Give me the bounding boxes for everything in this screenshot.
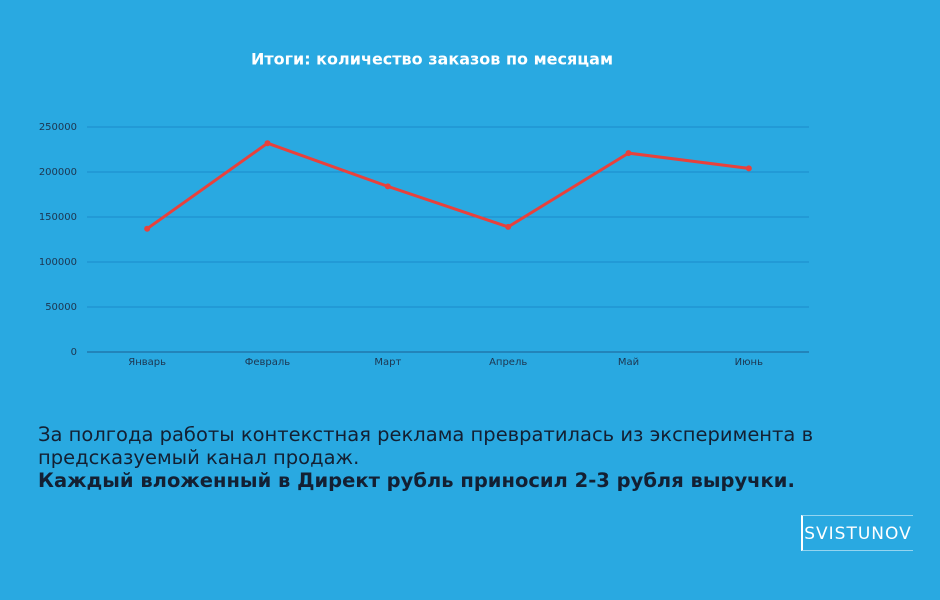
x-tick-label: Январь — [128, 357, 166, 368]
point — [625, 150, 632, 157]
y-tick-label: 150000 — [39, 212, 77, 223]
x-tick-label: Май — [618, 357, 639, 368]
x-tick-label: Февраль — [245, 357, 291, 368]
y-tick-label: 0 — [71, 347, 77, 358]
x-tick-label: Апрель — [489, 357, 527, 368]
chart-title: Итоги: количество заказов по месяцам — [251, 50, 613, 69]
emphasis: Каждый вложенный в Директ рубль приносил… — [38, 469, 795, 492]
point — [384, 183, 391, 190]
y-tick-label: 250000 — [39, 122, 77, 133]
y-tick-label: 200000 — [39, 167, 77, 178]
point — [264, 140, 271, 147]
description: За полгода работы контекстная реклама пр… — [38, 423, 878, 492]
x-tick-label: Июнь — [735, 357, 763, 368]
x-tick-label: Март — [374, 357, 401, 368]
point — [144, 225, 151, 232]
y-tick-label: 50000 — [45, 302, 77, 313]
point — [745, 165, 752, 172]
line — [146, 141, 750, 230]
y-tick-label: 100000 — [39, 257, 77, 268]
logo: SVISTUNOV — [801, 515, 913, 551]
point — [505, 223, 512, 230]
chart: Итоги: количество заказов по месяцам 0 50… — [39, 50, 809, 368]
paragraph: За полгода работы контекстная реклама пр… — [38, 423, 814, 469]
